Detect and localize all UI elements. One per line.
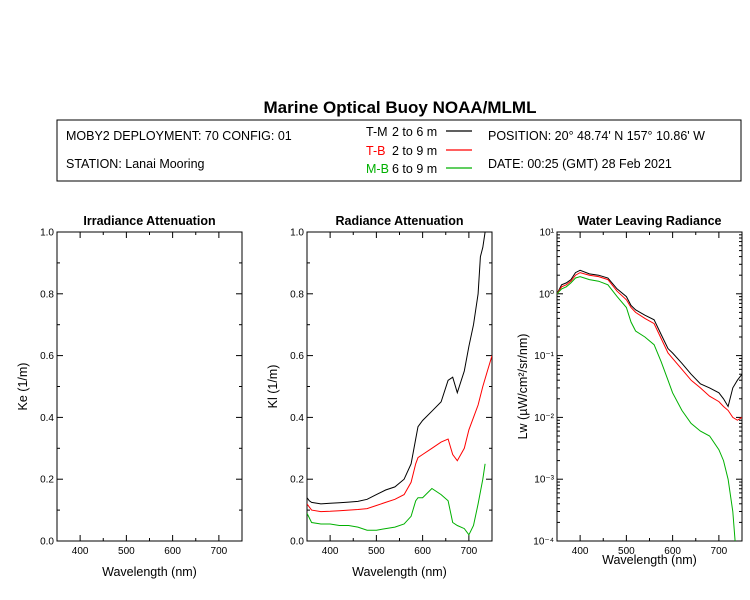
position-text: POSITION: 20° 48.74' N 157° 10.86' W	[488, 129, 705, 143]
y-tick-label: 0.8	[290, 289, 304, 300]
y-tick-label: 0.8	[40, 289, 54, 300]
panel-irradiance-attenuation: Irradiance Attenuation 400 500 600 700 0.0 0.2…	[16, 214, 243, 579]
header-box: MOBY2 DEPLOYMENT: 70 CONFIG: 01 STATION:…	[56, 119, 742, 182]
legend-range-mb: 6 to 9 m	[392, 162, 437, 176]
figure-title: Marine Optical Buoy NOAA/MLML	[264, 98, 537, 117]
x-tick-label: 600	[664, 546, 681, 557]
panel-title: Radiance Attenuation	[335, 214, 463, 228]
plot-frame	[56, 231, 243, 542]
deployment-text: MOBY2 DEPLOYMENT: 70 CONFIG: 01	[66, 129, 292, 143]
y-tick-label: 10⁻¹	[534, 351, 554, 362]
x-axis-label: Wavelength (nm)	[352, 565, 447, 579]
y-tick-label: 0.0	[290, 537, 304, 548]
y-tick-label: 0.4	[40, 413, 54, 424]
y-tick-label: 10⁰	[539, 289, 554, 300]
y-tick-label: 10⁻²	[534, 413, 554, 424]
y-tick-label: 10¹	[540, 228, 555, 239]
x-tick-label: 400	[72, 546, 89, 557]
series-line-tm	[307, 232, 486, 505]
x-tick-label: 400	[572, 546, 589, 557]
y-tick-label: 0.6	[40, 351, 54, 362]
legend-range-tb: 2 to 9 m	[392, 144, 437, 158]
series-line-tm	[557, 269, 742, 408]
legend-key-tm: T-M	[366, 125, 388, 139]
y-axis-label: Kl (1/m)	[266, 365, 280, 409]
legend-key-tb: T-B	[366, 144, 385, 158]
x-tick-label: 700	[211, 546, 228, 557]
y-tick-label: 10⁻³	[534, 475, 554, 486]
x-axis-label: Wavelength (nm)	[602, 553, 697, 567]
station-text: STATION: Lanai Mooring	[66, 157, 205, 171]
y-axis-label: Lw (µW/cm²/sr/nm)	[516, 334, 530, 440]
series-line-mb	[557, 276, 736, 541]
y-tick-label: 10⁻⁴	[533, 537, 554, 548]
x-tick-label: 400	[322, 546, 339, 557]
y-tick-label: 1.0	[290, 228, 304, 239]
panel-water-leaving-radiance: Water Leaving Radiance 400 500 600 700 10⁻⁴ 10…	[516, 214, 743, 567]
series-line-tb	[307, 355, 492, 513]
plot-frame	[306, 231, 493, 542]
x-tick-label: 600	[414, 546, 431, 557]
x-axis-label: Wavelength (nm)	[102, 565, 197, 579]
x-tick-label: 500	[618, 546, 635, 557]
y-tick-label: 1.0	[40, 228, 54, 239]
y-tick-label: 0.0	[40, 537, 54, 548]
legend-key-mb: M-B	[366, 162, 389, 176]
legend-range-tm: 2 to 6 m	[392, 125, 437, 139]
x-tick-label: 600	[164, 546, 181, 557]
x-tick-label: 700	[461, 546, 478, 557]
y-tick-label: 0.2	[40, 475, 54, 486]
series-line-tb	[557, 272, 742, 421]
x-tick-label: 500	[368, 546, 385, 557]
x-tick-label: 500	[118, 546, 135, 557]
date-text: DATE: 00:25 (GMT) 28 Feb 2021	[488, 157, 672, 171]
panel-radiance-attenuation: Radiance Attenuation 400 500 600 700 0.0 0.2 0.…	[266, 214, 493, 579]
header-box-border	[56, 119, 742, 182]
y-axis-label: Ke (1/m)	[16, 363, 30, 411]
series-line-mb	[307, 463, 486, 536]
panel-title: Irradiance Attenuation	[83, 214, 215, 228]
y-tick-label: 0.2	[290, 475, 304, 486]
y-tick-label: 0.4	[290, 413, 304, 424]
x-tick-label: 700	[711, 546, 728, 557]
y-tick-label: 0.6	[290, 351, 304, 362]
panel-title: Water Leaving Radiance	[577, 214, 721, 228]
legend: T-M 2 to 6 m T-B 2 to 9 m M-B 6 to 9 m	[366, 125, 472, 176]
